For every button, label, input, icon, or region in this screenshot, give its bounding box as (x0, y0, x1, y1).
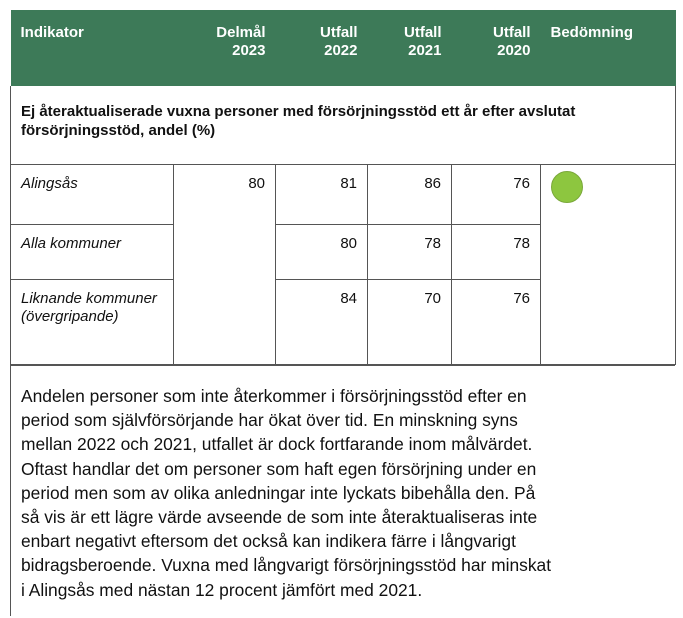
value-cell: 81 (275, 164, 368, 225)
header-row: Indikator Delmål 2023 Utfall 2022 Utfall… (10, 10, 676, 86)
header-text: Utfall 2022 (320, 24, 358, 59)
header-cell: Delmål 2023 (173, 10, 276, 86)
value-cell: 84 (275, 279, 368, 365)
value-cell: 78 (367, 224, 452, 280)
comment-text: Andelen personer som inte återkommer i f… (10, 365, 675, 616)
section-title: Ej återaktualiserade vuxna personer med … (10, 86, 676, 165)
comment-line: period som självförsörjande har ökat öve… (21, 410, 518, 431)
value-cell: 70 (367, 279, 452, 365)
comment-line: Andelen personer som inte återkommer i f… (21, 386, 527, 406)
value-cell: 80 (275, 224, 368, 280)
comment-line: period men som av olika anledningar inte… (21, 482, 536, 503)
comment-line: mellan 2022 och 2021, utfallet är dock f… (21, 434, 533, 455)
header-text: Utfall 2020 (493, 24, 531, 59)
comment-line: så vis är ett lägre värde avseende de so… (21, 507, 538, 528)
section-row: Ej återaktualiserade vuxna personer med … (10, 86, 676, 165)
indicator-table: Indikator Delmål 2023 Utfall 2022 Utfall… (10, 10, 676, 365)
comment-line: enbart negativt eftersom det också kan i… (21, 531, 516, 552)
comment-line: i Alingsås med nästan 12 procent jämfört… (21, 579, 423, 600)
data-row: Liknande kommuner (övergripande) 84 70 7… (10, 279, 676, 365)
header-cell: Bedömning (540, 10, 676, 86)
header-cell: Utfall 2022 (275, 10, 368, 86)
row-label: Liknande kommuner (övergripande) (10, 279, 174, 365)
header-text: Utfall 2021 (404, 24, 442, 59)
row-label: Alla kommuner (10, 224, 174, 280)
value-cell: 86 (367, 164, 452, 225)
status-indicator (551, 171, 583, 203)
header-cell: Utfall 2020 (451, 10, 541, 86)
data-row: Alingsås 80 81 86 76 (10, 164, 676, 365)
header-text: Delmål 2023 (216, 24, 266, 59)
value-cell: 76 (451, 164, 541, 225)
header-cell: Utfall 2021 (367, 10, 452, 86)
assessment-cell (540, 164, 676, 365)
value-cell: 78 (451, 224, 541, 280)
header-cell: Indikator (10, 10, 174, 86)
indicator-panel: Indikator Delmål 2023 Utfall 2022 Utfall… (10, 10, 676, 616)
target-cell: 80 (173, 164, 276, 365)
comment-line: bidragsberoende. Vuxna med långvarigt fö… (21, 555, 552, 576)
row-label: Alingsås (10, 164, 174, 225)
comment-line: Oftast handlar det om personer som haft … (21, 458, 537, 479)
value-cell: 76 (451, 279, 541, 365)
data-row: Alla kommuner 80 78 78 (10, 224, 676, 280)
